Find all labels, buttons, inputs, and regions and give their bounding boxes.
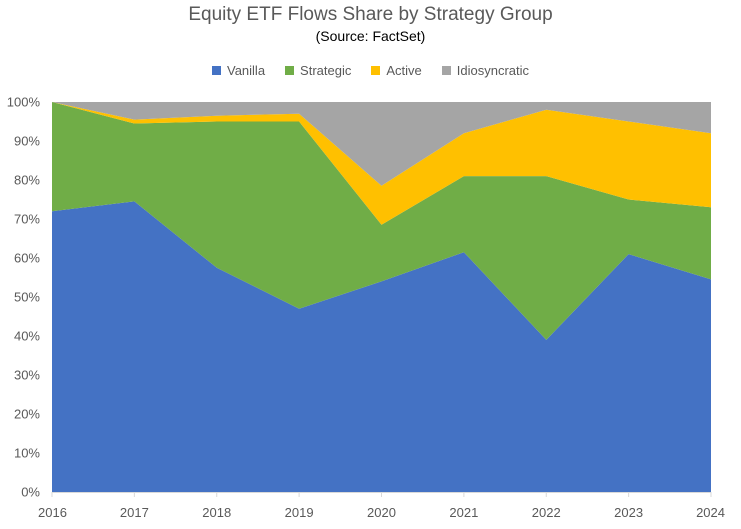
x-tick-label: 2018 <box>202 505 231 520</box>
area-series-idiosyncratic <box>52 102 711 186</box>
y-tick-label: 20% <box>14 407 40 422</box>
chart-subtitle: (Source: FactSet) <box>315 28 426 44</box>
y-tick-label: 30% <box>14 368 40 383</box>
legend-item-vanilla: Vanilla <box>211 63 266 78</box>
legend-label-vanilla: Vanilla <box>226 63 266 78</box>
legend-swatch-idiosyncratic <box>441 66 451 75</box>
legend-swatch-vanilla <box>211 66 221 75</box>
y-tick-label: 40% <box>14 329 40 344</box>
x-tick-label: 2017 <box>120 505 149 520</box>
x-tick-label: 2020 <box>367 505 396 520</box>
legend-label-active: Active <box>386 63 422 78</box>
legend-item-strategic: Strategic <box>285 63 351 78</box>
chart-axes: 0% 10% 20% 30% 40% 50% 60% 70% 80% 90% 100% 2016 201… <box>7 95 725 521</box>
x-tick-label: 2016 <box>38 505 67 520</box>
legend-label-idiosyncratic: Idiosyncratic <box>456 63 530 78</box>
x-tick-label: 2021 <box>449 505 478 520</box>
y-tick-label: 10% <box>14 446 40 461</box>
y-tick-label: 50% <box>14 290 40 305</box>
y-tick-label: 60% <box>14 251 40 266</box>
x-tick-label: 2023 <box>614 505 643 520</box>
y-tick-label: 0% <box>21 485 40 500</box>
chart-title: Equity ETF Flows Share by Strategy Group <box>188 4 553 25</box>
legend-item-idiosyncratic: Idiosyncratic <box>441 63 530 78</box>
area-series-active <box>52 102 711 225</box>
area-series-strategic <box>52 102 711 340</box>
x-tick-label: 2022 <box>532 505 561 520</box>
legend-swatch-strategic <box>285 66 295 75</box>
y-tick-label: 70% <box>14 212 40 227</box>
x-tick-label: 2019 <box>285 505 314 520</box>
legend: Vanilla Strategic Active Idiosyncratic <box>0 63 741 78</box>
area-series-vanilla <box>52 201 711 492</box>
y-tick-label: 80% <box>14 173 40 188</box>
x-tick-label: 2024 <box>696 505 725 520</box>
legend-item-active: Active <box>371 63 422 78</box>
chart-areas <box>52 102 711 492</box>
y-tick-label: 100% <box>7 95 41 110</box>
legend-swatch-active <box>371 66 381 75</box>
legend-label-strategic: Strategic <box>300 63 352 78</box>
y-tick-label: 90% <box>14 134 40 149</box>
